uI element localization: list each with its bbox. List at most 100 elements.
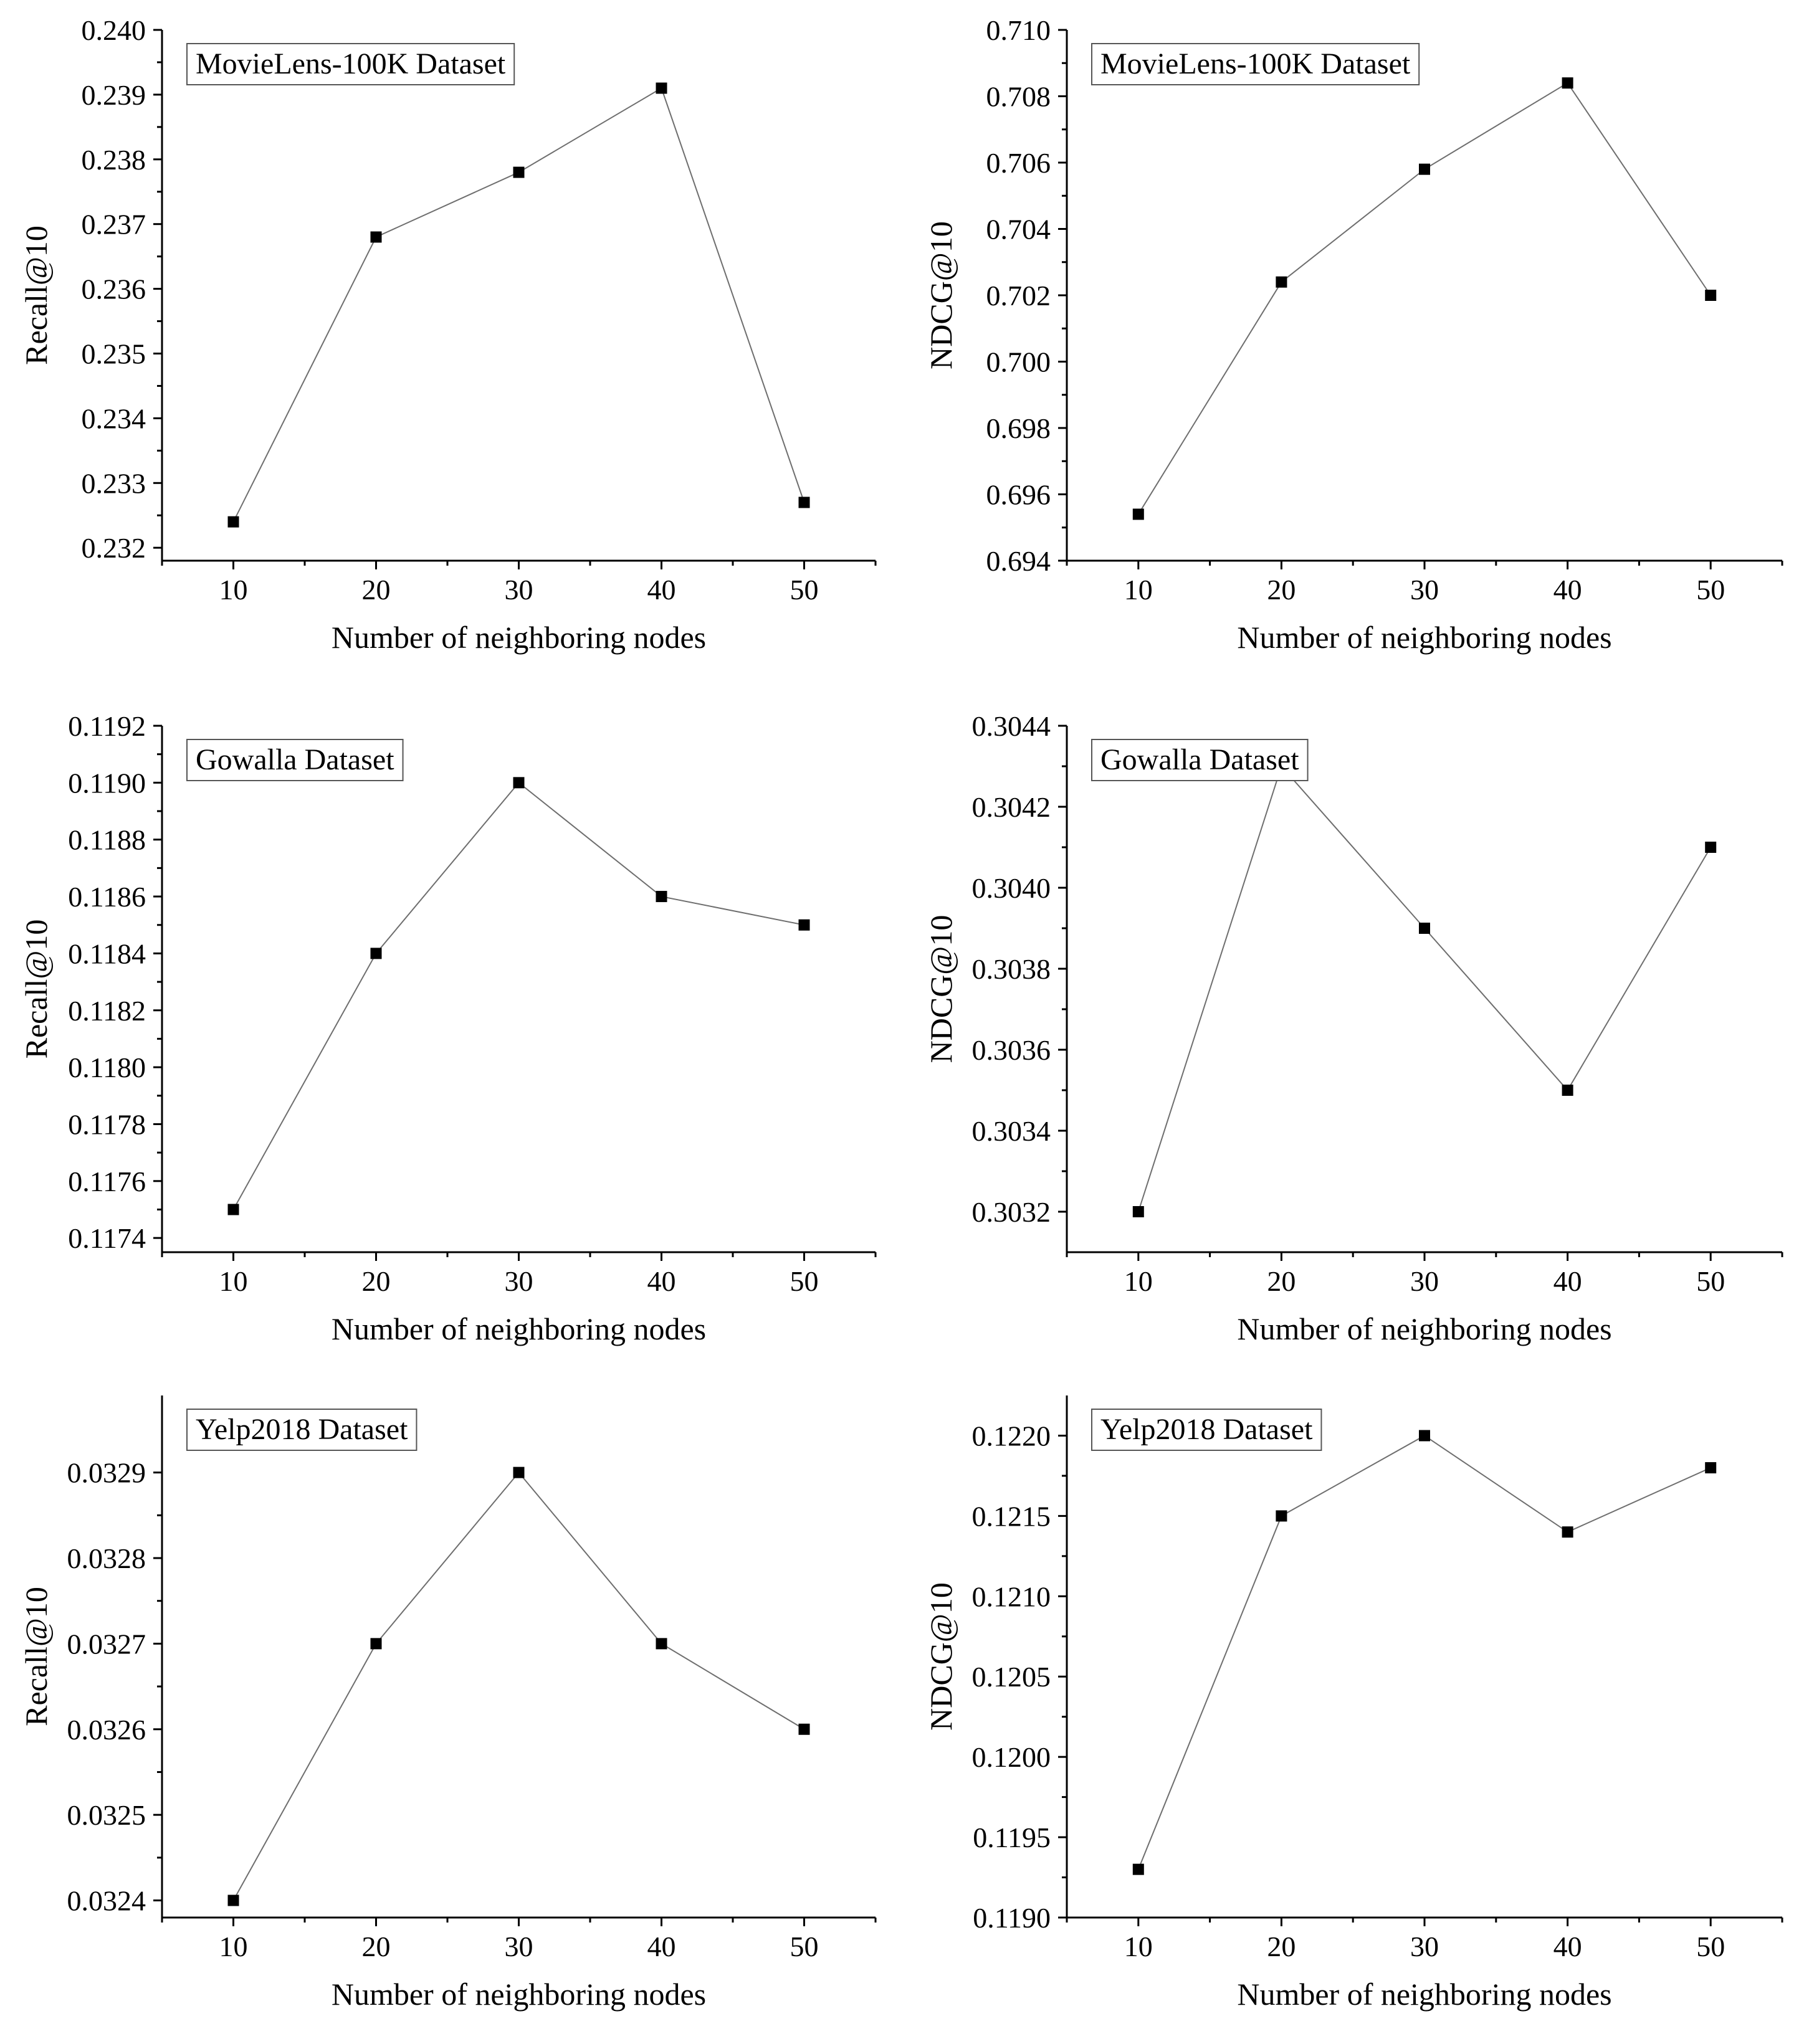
data-point-marker — [1132, 1206, 1144, 1217]
y-tick-label: 0.0329 — [67, 1457, 146, 1489]
x-tick-label: 30 — [1410, 1931, 1439, 1962]
y-tick-label: 0.1186 — [68, 881, 146, 913]
x-tick-label: 50 — [1696, 1931, 1725, 1962]
y-axis-title: Recall@10 — [19, 920, 54, 1059]
data-point-marker — [513, 166, 525, 178]
data-point-marker — [1705, 1462, 1717, 1474]
y-tick-label: 0.1195 — [973, 1822, 1051, 1853]
dataset-label-box — [1091, 43, 1420, 85]
data-point-marker — [1562, 1526, 1573, 1538]
x-tick-label: 10 — [219, 1931, 248, 1962]
y-tick-label: 0.3042 — [972, 791, 1051, 823]
x-tick-label: 50 — [790, 1931, 819, 1962]
y-tick-label: 0.1205 — [972, 1661, 1051, 1693]
series-line — [232, 87, 805, 523]
y-tick-label: 0.0327 — [67, 1628, 146, 1660]
dataset-label-text: MovieLens-100K Dataset — [1100, 47, 1411, 80]
dataset-label: Gowalla Dataset — [186, 739, 404, 781]
y-tick-label: 0.235 — [82, 338, 146, 370]
y-tick-label: 0.3044 — [972, 710, 1051, 742]
chart-panel-2: 0.694 0.696 0.698 0.700 0.702 0.704 0.706 0.708… — [923, 14, 1783, 655]
x-tick-label: 40 — [647, 1265, 676, 1297]
data-point-marker — [798, 919, 810, 931]
x-tick-label: 10 — [219, 574, 248, 606]
y-tick-label: 0.232 — [82, 532, 146, 564]
y-tick-label: 0.3032 — [972, 1196, 1051, 1228]
dataset-label-text: Gowalla Dataset — [196, 743, 394, 776]
data-point-marker — [370, 948, 382, 959]
x-tick-label: 40 — [1553, 1931, 1582, 1962]
y-tick-label: 0.1192 — [68, 710, 146, 742]
x-axis-title: Number of neighboring nodes — [332, 1977, 706, 2012]
y-tick-label: 0.0328 — [67, 1543, 146, 1574]
y-tick-label: 0.1215 — [972, 1500, 1051, 1532]
data-point-marker — [227, 516, 239, 528]
data-point-marker — [1705, 842, 1717, 853]
y-tick-label: 0.3038 — [972, 953, 1051, 985]
series-line — [232, 1471, 805, 1901]
x-axis-title: Number of neighboring nodes — [332, 1311, 706, 1346]
y-tick-label: 0.1182 — [68, 995, 146, 1027]
series-line — [1137, 765, 1712, 1212]
dataset-label-text: Gowalla Dataset — [1100, 743, 1299, 776]
data-point-marker — [1419, 923, 1430, 934]
y-tick-label: 0.700 — [986, 346, 1051, 378]
dataset-label-box — [186, 43, 515, 85]
x-tick-label: 20 — [362, 574, 391, 606]
chart-panel-3: 0.1174 0.1176 0.1178 0.1180 0.1182 0.1184 0.11… — [19, 710, 877, 1346]
y-axis-title: Recall@10 — [19, 226, 54, 365]
x-tick-label: 50 — [1696, 1265, 1725, 1297]
data-point-marker — [227, 1204, 239, 1215]
y-tick-label: 0.1220 — [972, 1420, 1051, 1452]
data-point-marker — [1132, 1863, 1144, 1875]
x-tick-label: 20 — [1267, 1931, 1296, 1962]
dataset-label: MovieLens-100K Dataset — [186, 43, 515, 85]
x-tick-label: 40 — [1553, 1265, 1582, 1297]
data-point-marker — [370, 231, 382, 243]
x-tick-label: 20 — [1267, 1265, 1296, 1297]
y-tick-label: 0.0324 — [67, 1885, 146, 1917]
dataset-label-box — [1091, 739, 1309, 781]
data-point-marker — [1132, 508, 1144, 520]
x-tick-label: 40 — [647, 1931, 676, 1962]
x-tick-label: 50 — [790, 574, 819, 606]
chart-panel-4: 0.3032 0.3034 0.3036 0.3038 0.3040 0.3042 0.30… — [923, 710, 1783, 1346]
y-tick-label: 0.696 — [986, 479, 1051, 511]
dataset-label-box — [1091, 1409, 1322, 1451]
data-point-marker — [370, 1638, 382, 1650]
dataset-label: MovieLens-100K Dataset — [1091, 43, 1420, 85]
dataset-label: Gowalla Dataset — [1091, 739, 1309, 781]
data-point-marker — [1705, 290, 1717, 301]
y-tick-label: 0.1190 — [68, 767, 146, 799]
y-tick-label: 0.1176 — [68, 1166, 146, 1197]
data-point-marker — [1562, 77, 1573, 89]
data-point-marker — [227, 1894, 239, 1906]
x-tick-label: 10 — [219, 1265, 248, 1297]
series-line — [1137, 1435, 1711, 1870]
x-tick-label: 20 — [362, 1265, 391, 1297]
data-point-marker — [656, 891, 667, 903]
y-tick-label: 0.236 — [82, 273, 146, 305]
y-tick-label: 0.3034 — [972, 1115, 1051, 1147]
y-axis-title: Recall@10 — [19, 1587, 54, 1726]
y-tick-label: 0.698 — [986, 412, 1051, 444]
x-tick-label: 10 — [1124, 1931, 1153, 1962]
y-tick-label: 0.1210 — [972, 1581, 1051, 1612]
y-tick-label: 0.239 — [82, 79, 146, 111]
y-tick-label: 0.710 — [986, 14, 1051, 46]
data-point-marker — [798, 497, 810, 508]
x-tick-label: 30 — [1410, 1265, 1439, 1297]
dataset-label-text: MovieLens-100K Dataset — [196, 47, 506, 80]
y-tick-label: 0.694 — [986, 545, 1051, 577]
y-tick-label: 0.233 — [82, 467, 146, 499]
series-line — [1137, 82, 1712, 515]
y-tick-label: 0.708 — [986, 81, 1051, 113]
data-point-marker — [1419, 163, 1430, 175]
x-tick-label: 10 — [1124, 1265, 1153, 1297]
y-tick-label: 0.3040 — [972, 872, 1051, 904]
data-point-marker — [1562, 1085, 1573, 1096]
y-tick-label: 0.234 — [82, 402, 146, 434]
x-tick-label: 40 — [1553, 574, 1582, 606]
y-tick-label: 0.0325 — [67, 1799, 146, 1831]
series-line — [232, 781, 804, 1210]
